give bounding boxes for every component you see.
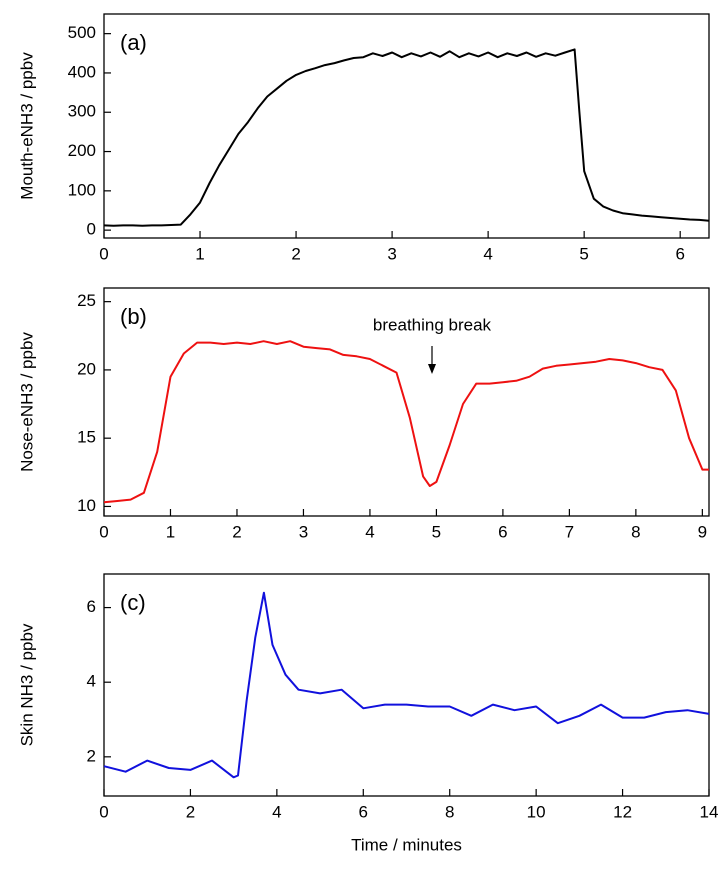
x-tick-label: 6 [675,244,684,263]
plot-frame [103,573,710,797]
x-tick-label: 2 [291,244,300,263]
x-tick-label: 4 [483,244,492,263]
x-tick-label: 3 [299,522,308,541]
x-tick-label: 5 [432,522,441,541]
panel-label: (c) [120,590,146,615]
x-tick-label: 4 [365,522,374,541]
x-tick-label: 6 [498,522,507,541]
x-tick-label: 1 [195,244,204,263]
x-tick-label: 2 [186,802,195,821]
y-tick-label: 400 [68,62,96,81]
x-tick-label: 8 [445,802,454,821]
x-tick-label: 5 [579,244,588,263]
x-tick-label: 0 [99,244,108,263]
x-tick-label: 12 [613,802,632,821]
x-axis-label: Time / minutes [351,835,462,854]
y-tick-label: 100 [68,180,96,199]
y-tick-label: 10 [77,496,96,515]
y-tick-label: 4 [87,672,96,691]
x-tick-label: 0 [99,802,108,821]
x-tick-label: 9 [698,522,707,541]
y-tick-label: 25 [77,291,96,310]
x-tick-label: 6 [359,802,368,821]
y-tick-label: 0 [87,220,96,239]
x-tick-label: 0 [99,522,108,541]
data-line [103,340,709,504]
y-tick-label: 20 [77,359,96,378]
x-tick-label: 8 [631,522,640,541]
y-tick-label: 2 [87,746,96,765]
x-tick-label: 1 [166,522,175,541]
y-tick-label: 500 [68,23,96,42]
panel-label: (a) [120,30,147,55]
y-axis-label: Nose-eNH3 / ppbv [17,332,36,472]
x-tick-label: 3 [387,244,396,263]
y-tick-label: 15 [77,428,96,447]
data-line [103,591,710,779]
panel-label: (b) [120,304,147,329]
x-tick-label: 10 [527,802,546,821]
data-line [103,48,710,227]
annotation-arrowhead [428,364,436,374]
x-tick-label: 14 [700,802,719,821]
annotation: breathing break [373,315,492,334]
y-tick-label: 300 [68,102,96,121]
plot-frame [103,13,710,239]
y-axis-label: Skin NH3 / ppbv [17,623,36,746]
x-tick-label: 4 [272,802,281,821]
y-tick-label: 6 [87,597,96,616]
plot-frame [103,287,710,517]
x-tick-label: 2 [232,522,241,541]
y-tick-label: 200 [68,141,96,160]
x-tick-label: 7 [565,522,574,541]
y-axis-label: Mouth-eNH3 / ppbv [17,52,36,200]
